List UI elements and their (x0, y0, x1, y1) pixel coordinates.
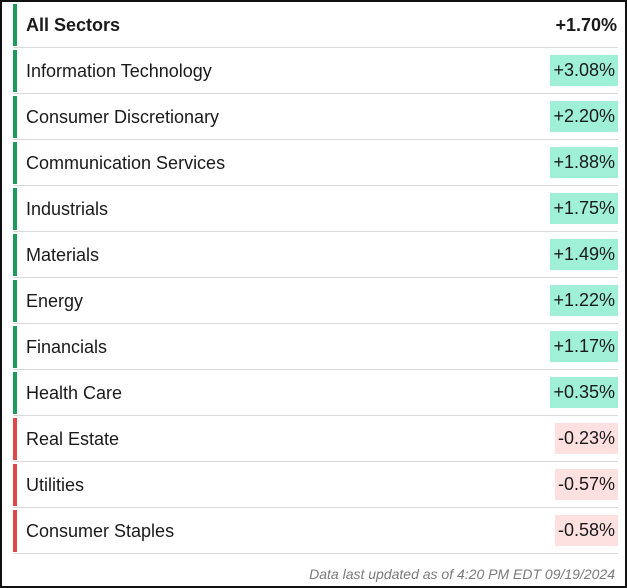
sector-row-health-care[interactable]: Health Care +0.35% (13, 370, 618, 416)
sector-label: Consumer Staples (26, 521, 175, 541)
direction-bar (13, 234, 17, 276)
sector-row-information-technology[interactable]: Information Technology +3.08% (13, 48, 618, 94)
sector-label: Energy (26, 291, 84, 311)
sector-row-real-estate[interactable]: Real Estate -0.23% (13, 416, 618, 462)
sector-label: Communication Services (26, 153, 226, 173)
sector-row-energy[interactable]: Energy +1.22% (13, 278, 618, 324)
direction-bar (13, 188, 17, 230)
direction-bar (13, 142, 17, 184)
direction-bar (13, 326, 17, 368)
sector-row-communication-services[interactable]: Communication Services +1.88% (13, 140, 618, 186)
direction-bar (13, 418, 17, 460)
sector-change: -0.58% (554, 515, 618, 546)
sector-label: Industrials (26, 199, 109, 219)
sector-label: Materials (26, 245, 100, 265)
last-updated-note: Data last updated as of 4:20 PM EDT 09/1… (309, 566, 615, 582)
sector-label: Financials (26, 337, 108, 357)
sector-label: Real Estate (26, 429, 120, 449)
sector-label: All Sectors (26, 15, 121, 35)
direction-bar (13, 280, 17, 322)
sector-change: +2.20% (550, 101, 618, 132)
sector-label: Information Technology (26, 61, 212, 81)
sector-row-all-sectors[interactable]: All Sectors +1.70% (13, 2, 618, 48)
sector-label: Utilities (26, 475, 85, 495)
direction-bar (13, 372, 17, 414)
sector-change: +1.70% (555, 15, 617, 35)
direction-bar (13, 50, 17, 92)
sector-row-materials[interactable]: Materials +1.49% (13, 232, 618, 278)
sector-label: Health Care (26, 383, 123, 403)
direction-bar (13, 464, 17, 506)
sector-row-industrials[interactable]: Industrials +1.75% (13, 186, 618, 232)
direction-bar (13, 4, 17, 46)
direction-bar (13, 96, 17, 138)
sector-change: +1.49% (550, 239, 618, 270)
sector-row-financials[interactable]: Financials +1.17% (13, 324, 618, 370)
sector-change: +1.88% (550, 147, 618, 178)
sector-change: +1.17% (550, 331, 618, 362)
sector-change: +0.35% (550, 377, 618, 408)
sector-row-consumer-discretionary[interactable]: Consumer Discretionary +2.20% (13, 94, 618, 140)
direction-bar (13, 510, 17, 552)
sector-change: -0.23% (554, 423, 618, 454)
sector-row-consumer-staples[interactable]: Consumer Staples -0.58% (13, 508, 618, 554)
sector-change: +3.08% (550, 55, 618, 86)
sector-change: +1.75% (550, 193, 618, 224)
sector-list: All Sectors +1.70% Information Technolog… (13, 2, 618, 554)
sector-change: -0.57% (554, 469, 618, 500)
sector-change: +1.22% (550, 285, 618, 316)
sector-label: Consumer Discretionary (26, 107, 220, 127)
sector-row-utilities[interactable]: Utilities -0.57% (13, 462, 618, 508)
